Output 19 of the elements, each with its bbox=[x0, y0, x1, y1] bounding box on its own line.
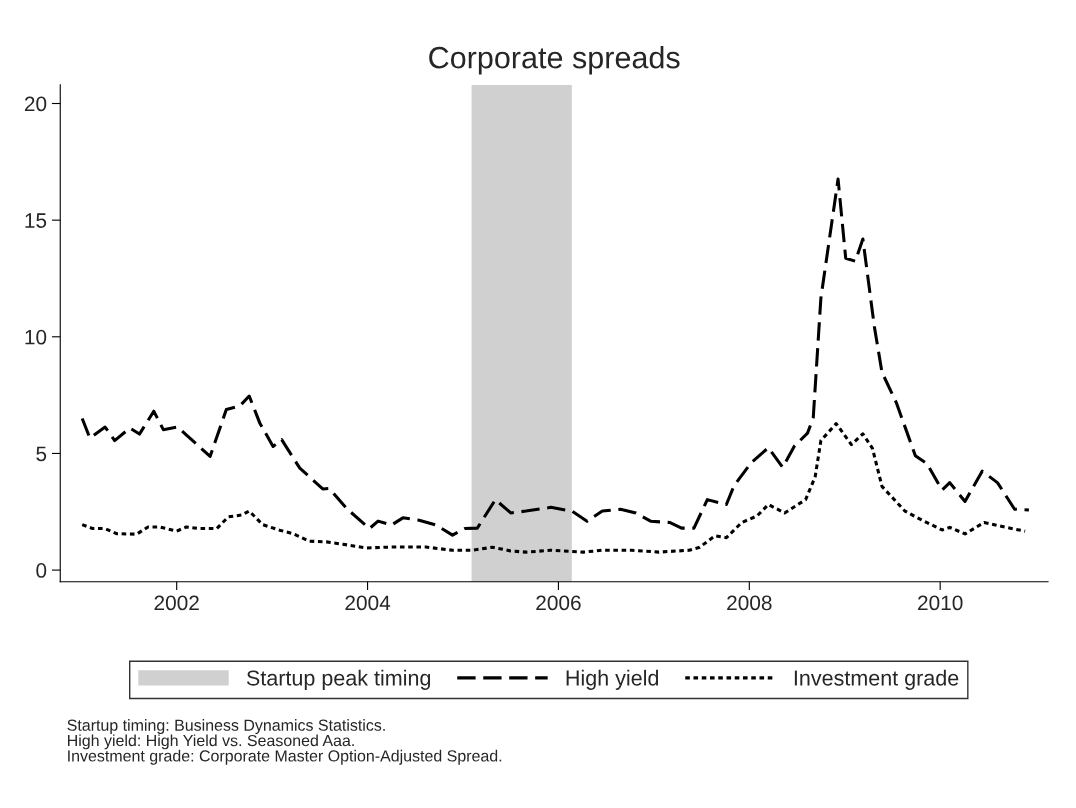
legend-label: Investment grade bbox=[794, 669, 959, 690]
y-tick-label: 5 bbox=[36, 446, 47, 462]
legend-label: High yield bbox=[566, 669, 659, 690]
text: Investment grade: Corporate Master Option-Adjusted Spread. bbox=[68, 749, 502, 765]
y-tick-label: 15 bbox=[25, 213, 47, 228]
y-tick-label: 20 bbox=[24, 96, 47, 112]
y-tick-label: 10 bbox=[25, 329, 47, 345]
x-tick-label: 2006 bbox=[536, 595, 581, 611]
y-tick-label: 0 bbox=[36, 563, 47, 578]
x-tick-label: 2002 bbox=[154, 595, 199, 611]
line-series bbox=[80, 422, 1027, 554]
line-series bbox=[80, 177, 1031, 537]
x-tick-label: 2004 bbox=[345, 595, 391, 611]
chart-title: Corporate spreads bbox=[429, 46, 680, 75]
legend-label: Startup peak timing bbox=[246, 669, 431, 690]
x-tick-label: 2010 bbox=[918, 595, 963, 611]
x-tick-label: 2008 bbox=[727, 595, 772, 611]
text: Startup timing: Business Dynamics Statistics. bbox=[67, 719, 385, 735]
text: High yield: High Yield vs. Seasoned Aaa. bbox=[68, 734, 354, 750]
